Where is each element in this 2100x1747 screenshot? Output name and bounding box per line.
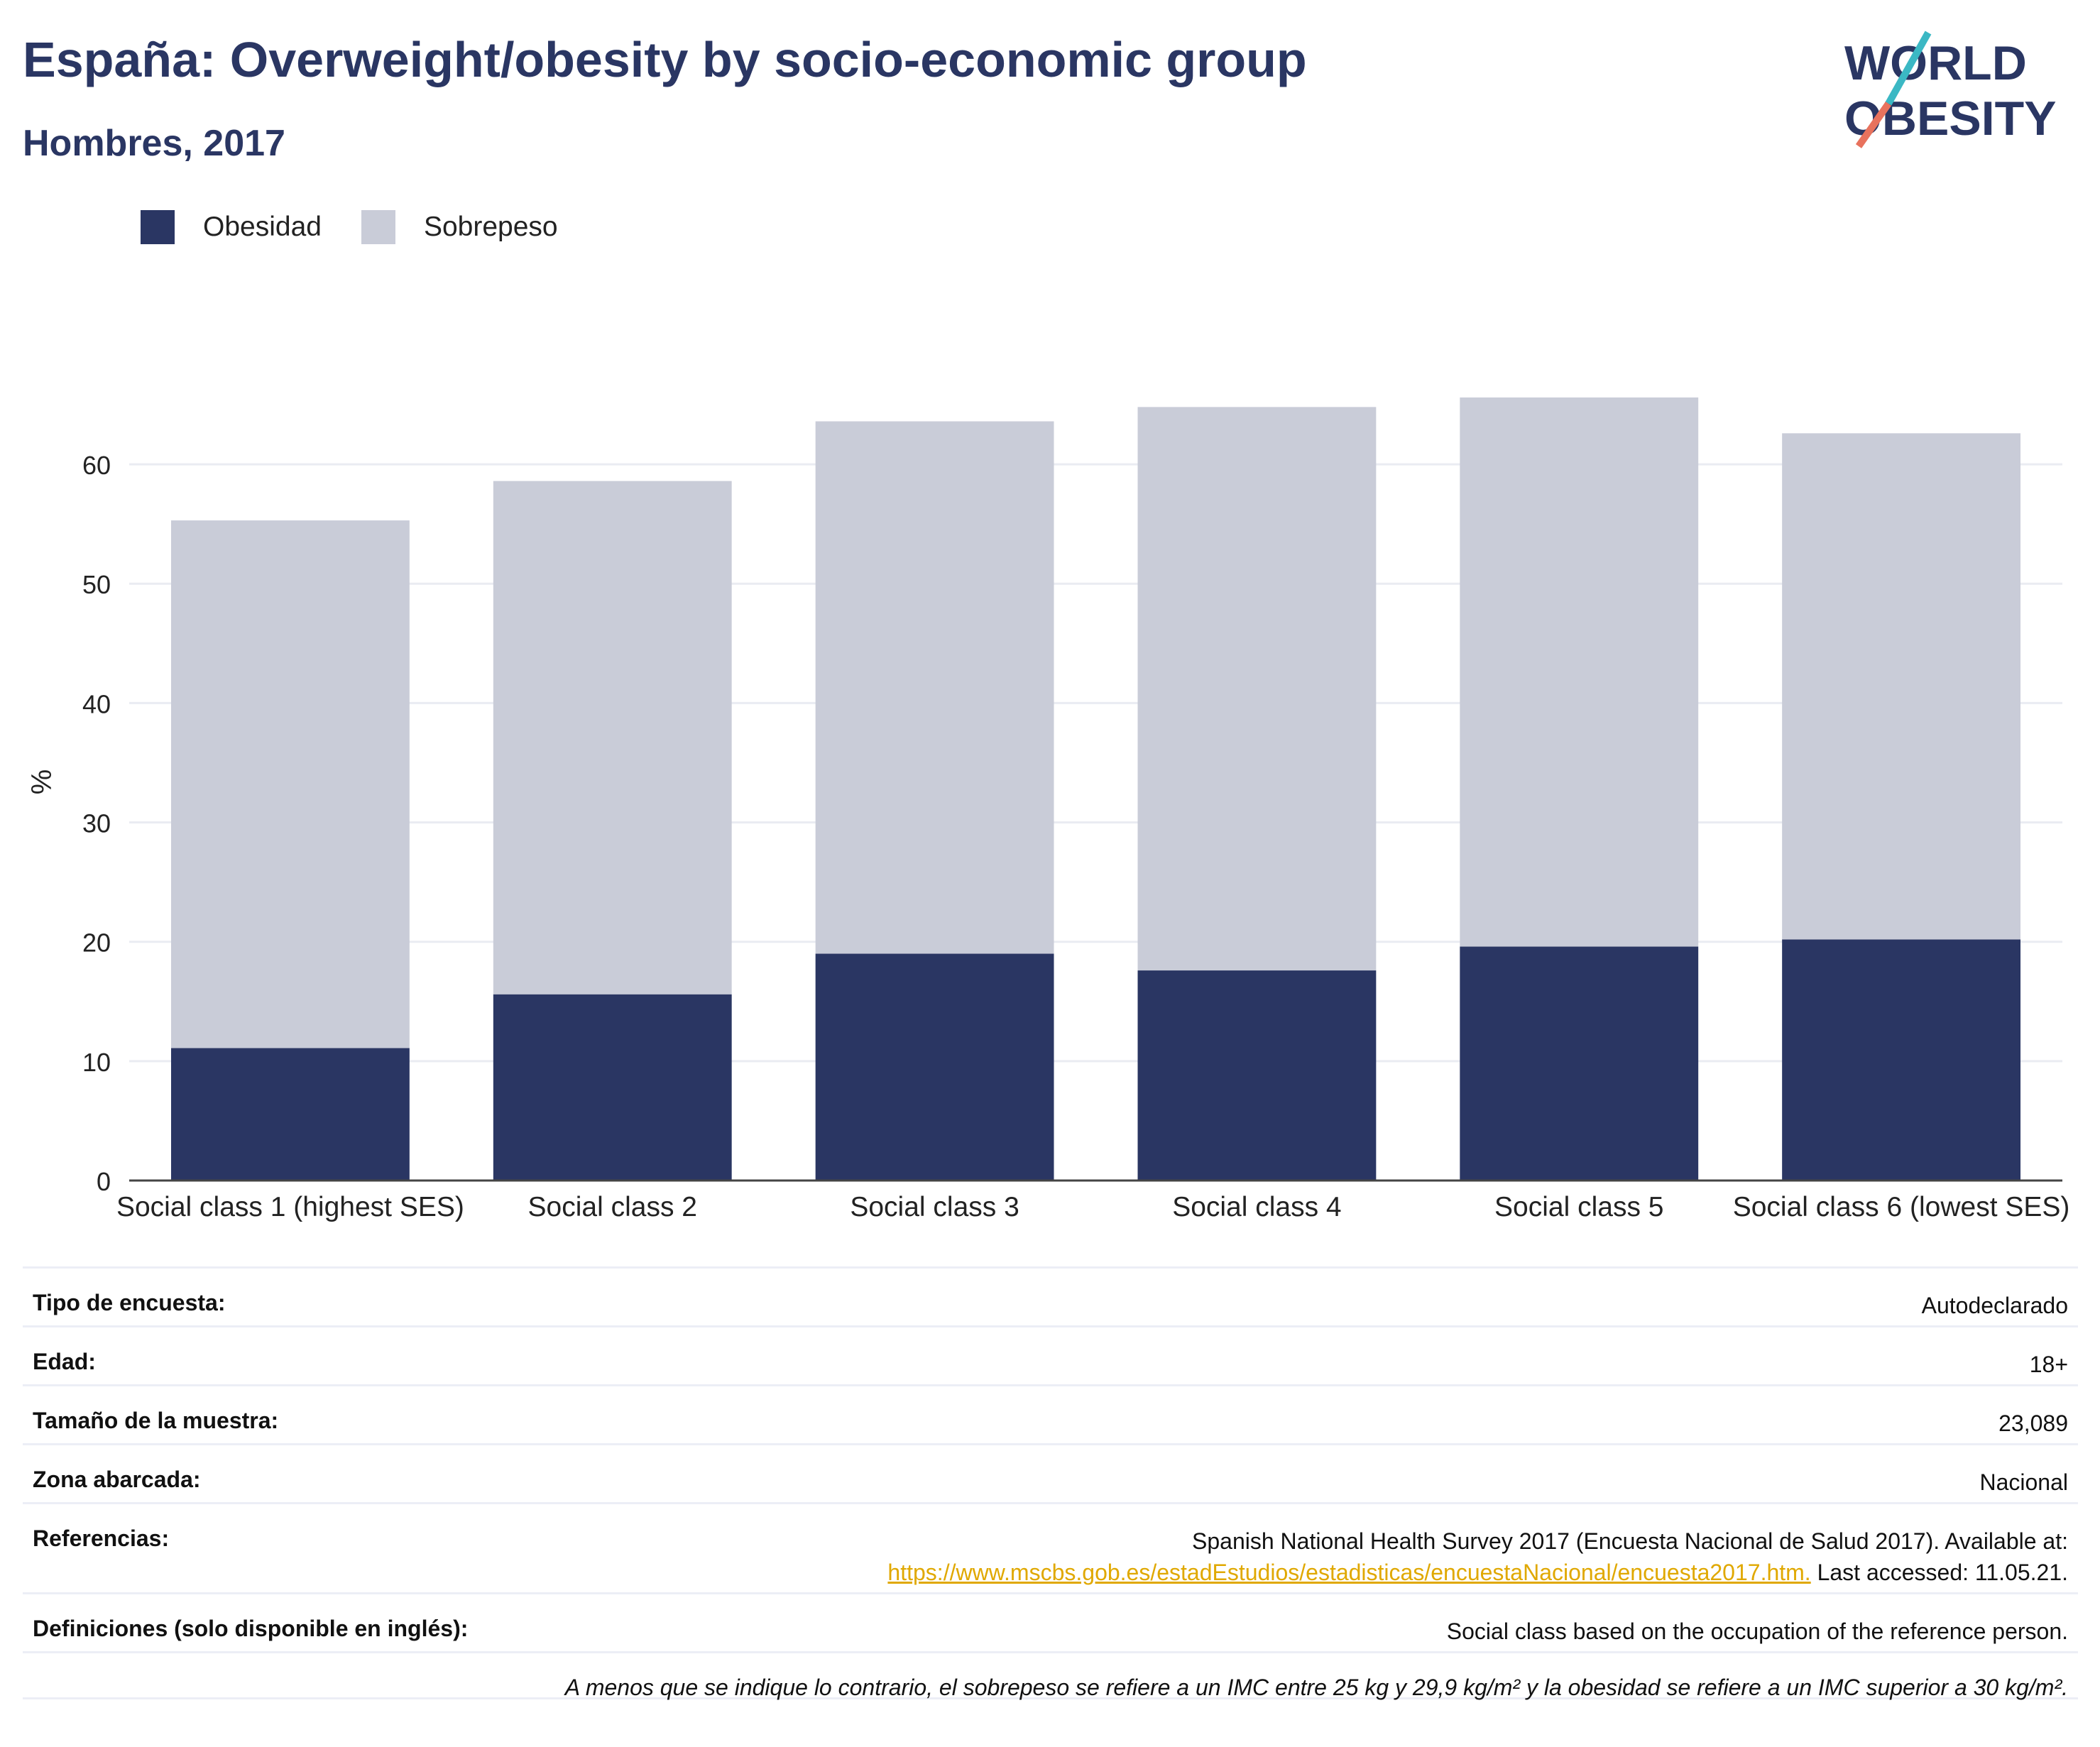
world-obesity-logo: WORLD OBESITY (1844, 31, 2057, 148)
bar-obesidad-4 (1137, 970, 1377, 1181)
legend-swatch-obesidad (141, 210, 175, 244)
info-value: 23,089 (1998, 1411, 2068, 1436)
references-value: Spanish National Health Survey 2017 (Enc… (887, 1526, 2068, 1588)
info-row-age: Edad: 18+ (23, 1325, 2078, 1384)
chart-subtitle: Hombres, 2017 (23, 123, 285, 164)
legend-label-obesidad: Obesidad (203, 212, 322, 242)
info-key: Tipo de encuesta: (33, 1290, 226, 1315)
info-key: Referencias: (33, 1526, 170, 1551)
legend-item-sobrepeso: Sobrepeso (361, 210, 558, 244)
info-key: Tamaño de la muestra: (33, 1408, 279, 1433)
info-value: Social class based on the occupation of … (1446, 1619, 2068, 1644)
bar-obesidad-2 (493, 994, 732, 1181)
y-tick-label: 50 (82, 570, 111, 599)
bar-obesidad-5 (1460, 946, 1699, 1181)
info-key: Edad: (33, 1349, 96, 1374)
info-value: Autodeclarado (1921, 1293, 2068, 1318)
bar-chart: 0 10 20 30 40 50 60% Social class 1 (highest SE… (26, 397, 2070, 1222)
references-link[interactable]: https://www.mscbs.gob.es/estadEstudios/e… (887, 1560, 1811, 1585)
chart-legend: Obesidad Sobrepeso (141, 210, 598, 244)
info-value: 18+ (2029, 1352, 2068, 1377)
legend-item-obesidad: Obesidad (141, 210, 322, 244)
references-text: Spanish National Health Survey 2017 (Enc… (1192, 1528, 2068, 1554)
info-row-references: Referencias: Spanish National Health Sur… (23, 1502, 2078, 1592)
info-key: Zona abarcada: (33, 1467, 201, 1492)
info-table: Tipo de encuesta: Autodeclarado Edad: 18… (23, 1266, 2078, 1700)
legend-label-sobrepeso: Sobrepeso (423, 212, 558, 242)
bar-obesidad-1 (170, 1048, 410, 1181)
y-tick-label: 0 (97, 1167, 111, 1196)
x-tick-label: Social class 2 (528, 1192, 697, 1222)
y-tick-label: 30 (82, 809, 111, 838)
y-tick-label: 10 (82, 1048, 111, 1077)
info-row-sample-size: Tamaño de la muestra: 23,089 (23, 1384, 2078, 1443)
bar-sobrepeso-5 (1460, 397, 1699, 947)
y-tick-label: 20 (82, 929, 111, 958)
y-axis-label: % (26, 770, 58, 795)
info-row-definitions: Definiciones (solo disponible en inglés)… (23, 1592, 2078, 1651)
bar-obesidad-6 (1782, 939, 2021, 1181)
info-key: Definiciones (solo disponible en inglés)… (33, 1616, 469, 1641)
x-tick-label: Social class 6 (lowest SES) (1733, 1192, 2070, 1222)
info-row-footnote: A menos que se indique lo contrario, el … (23, 1651, 2078, 1700)
bar-sobrepeso-6 (1782, 433, 2021, 940)
info-value: Nacional (1979, 1469, 2068, 1495)
x-tick-label: Social class 1 (highest SES) (116, 1192, 464, 1222)
legend-swatch-sobrepeso (361, 210, 395, 244)
y-tick-label: 40 (82, 689, 111, 718)
info-row-coverage: Zona abarcada: Nacional (23, 1443, 2078, 1502)
x-tick-label: Social class 3 (850, 1192, 1019, 1222)
svg-text:WORLD: WORLD (1844, 36, 2027, 90)
y-tick-label: 60 (82, 451, 111, 480)
bar-sobrepeso-3 (815, 421, 1054, 954)
references-accessed: Last accessed: 11.05.21. (1810, 1560, 2068, 1585)
footnote: A menos que se indique lo contrario, el … (564, 1675, 2068, 1700)
chart-title: España: Overweight/obesity by socio-econ… (23, 32, 1307, 87)
bar-obesidad-3 (815, 953, 1054, 1181)
bar-sobrepeso-4 (1137, 407, 1377, 971)
info-row-survey-type: Tipo de encuesta: Autodeclarado (23, 1266, 2078, 1325)
bar-sobrepeso-2 (493, 481, 732, 995)
bar-sobrepeso-1 (170, 520, 410, 1048)
x-tick-label: Social class 5 (1494, 1192, 1663, 1222)
x-tick-label: Social class 4 (1172, 1192, 1341, 1222)
